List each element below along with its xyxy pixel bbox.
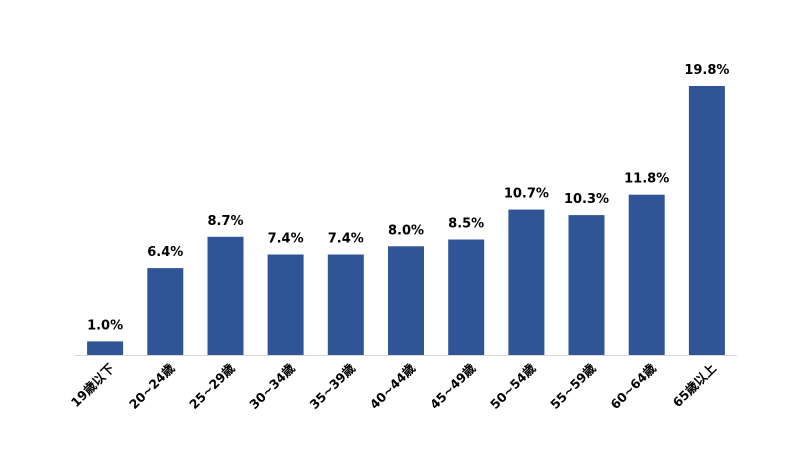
- x-tick-label-6: 45~49歳: [427, 360, 479, 412]
- bar-7: [508, 209, 545, 355]
- bar-0: [87, 341, 124, 355]
- x-tick-label-9: 60~64歳: [607, 360, 659, 412]
- x-tick-label-1: 20~24歳: [126, 360, 178, 412]
- data-label-5: 8.0%: [388, 223, 424, 238]
- data-label-9: 11.8%: [624, 172, 669, 187]
- x-tick-label-7: 50~54歳: [487, 360, 539, 412]
- bar-9: [628, 194, 665, 355]
- data-labels-group: 1.0% 6.4% 8.7% 7.4% 7.4% 8.0% 8.5% 10.7% 10.3% 11…: [87, 63, 729, 333]
- x-tick-label-8: 55~59歳: [547, 360, 599, 412]
- bar-6: [448, 239, 485, 355]
- bar-10: [688, 86, 725, 355]
- x-tick-label-4: 35~39歳: [306, 360, 358, 412]
- x-tick-label-10: 65歳以上: [670, 360, 720, 410]
- data-label-3: 7.4%: [268, 232, 304, 247]
- data-label-1: 6.4%: [147, 245, 183, 260]
- x-tick-label-5: 40~44歳: [367, 360, 419, 412]
- data-label-2: 8.7%: [207, 214, 243, 229]
- data-label-10: 19.8%: [684, 63, 729, 78]
- bar-3: [267, 254, 304, 355]
- data-label-6: 8.5%: [448, 217, 484, 232]
- x-tick-label-3: 30~34歳: [246, 360, 298, 412]
- bar-4: [327, 254, 364, 355]
- x-tick-labels-group: 19歳以下 20~24歳 25~29歳 30~34歳 35~39歳 40~44歳 45~49…: [68, 360, 720, 412]
- data-label-0: 1.0%: [87, 318, 123, 333]
- data-label-4: 7.4%: [328, 232, 364, 247]
- x-tick-label-0: 19歳以下: [68, 360, 118, 410]
- bar-1: [147, 268, 184, 355]
- bar-5: [388, 246, 424, 355]
- bars-group: [87, 86, 725, 355]
- data-label-8: 10.3%: [564, 192, 609, 207]
- data-label-7: 10.7%: [504, 187, 549, 202]
- x-tick-label-2: 25~29歳: [186, 360, 238, 412]
- bar-8: [568, 215, 605, 355]
- bar-2: [207, 236, 244, 355]
